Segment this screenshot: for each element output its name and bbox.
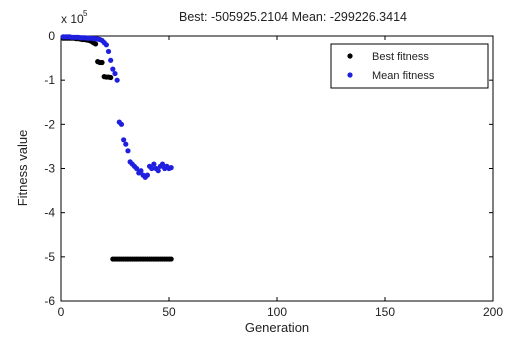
- y-tick-label: -4: [44, 206, 55, 220]
- mean-fitness-point: [118, 121, 125, 127]
- mean-fitness-point: [112, 70, 118, 77]
- x-axis-label: Generation: [245, 320, 309, 335]
- x-tick-label: 200: [483, 305, 503, 319]
- mean-fitness-point: [125, 148, 131, 154]
- y-tick-label: -6: [44, 294, 55, 308]
- x-axis-ticks: 0 50 100 150 200: [58, 36, 503, 319]
- legend-label-best: Best fitness: [372, 51, 429, 63]
- x-tick-label: 100: [267, 305, 287, 319]
- mean-fitness-point: [103, 42, 109, 48]
- y-multiplier-exponent: 5: [83, 9, 88, 18]
- mean-fitness-point: [108, 57, 114, 63]
- best-fitness-point: [99, 59, 105, 66]
- legend: Best fitness Mean fitness: [330, 43, 489, 89]
- y-axis-ticks: 0 -1 -2 -3 -4 -5 -6: [44, 29, 493, 308]
- x-tick-label: 0: [58, 305, 65, 319]
- mean-fitness-point: [151, 161, 157, 167]
- x-tick-label: 150: [375, 305, 395, 319]
- legend-marker-best: [347, 53, 353, 59]
- mean-fitness-point: [144, 172, 150, 178]
- mean-fitness-point: [114, 77, 120, 83]
- y-tick-label: 0: [48, 29, 55, 43]
- legend-marker-mean: [347, 72, 353, 78]
- mean-fitness-point: [138, 168, 144, 174]
- series-mean-fitness: [60, 34, 174, 180]
- mean-fitness-point: [168, 165, 174, 171]
- mean-fitness-point: [134, 165, 140, 172]
- legend-label-mean: Mean fitness: [372, 70, 435, 82]
- best-fitness-point: [168, 256, 174, 262]
- chart-title: Best: -505925.2104 Mean: -299226.3414: [179, 10, 407, 24]
- best-fitness-point: [92, 41, 99, 47]
- best-fitness-point: [108, 74, 114, 81]
- mean-fitness-point: [159, 161, 166, 167]
- y-axis-label: Fitness value: [15, 130, 30, 207]
- y-tick-label: -1: [44, 73, 55, 87]
- y-multiplier: x 10: [61, 12, 84, 26]
- mean-fitness-point: [121, 137, 127, 143]
- y-tick-label: -5: [44, 250, 55, 264]
- mean-fitness-point: [105, 48, 112, 55]
- mean-fitness-point: [155, 168, 161, 174]
- legend-box: [330, 43, 489, 89]
- mean-fitness-point: [149, 165, 155, 172]
- x-tick-label: 50: [162, 305, 176, 319]
- y-tick-label: -2: [44, 117, 55, 131]
- y-tick-label: -3: [44, 162, 55, 176]
- mean-fitness-point: [110, 66, 116, 72]
- mean-fitness-point: [123, 141, 129, 147]
